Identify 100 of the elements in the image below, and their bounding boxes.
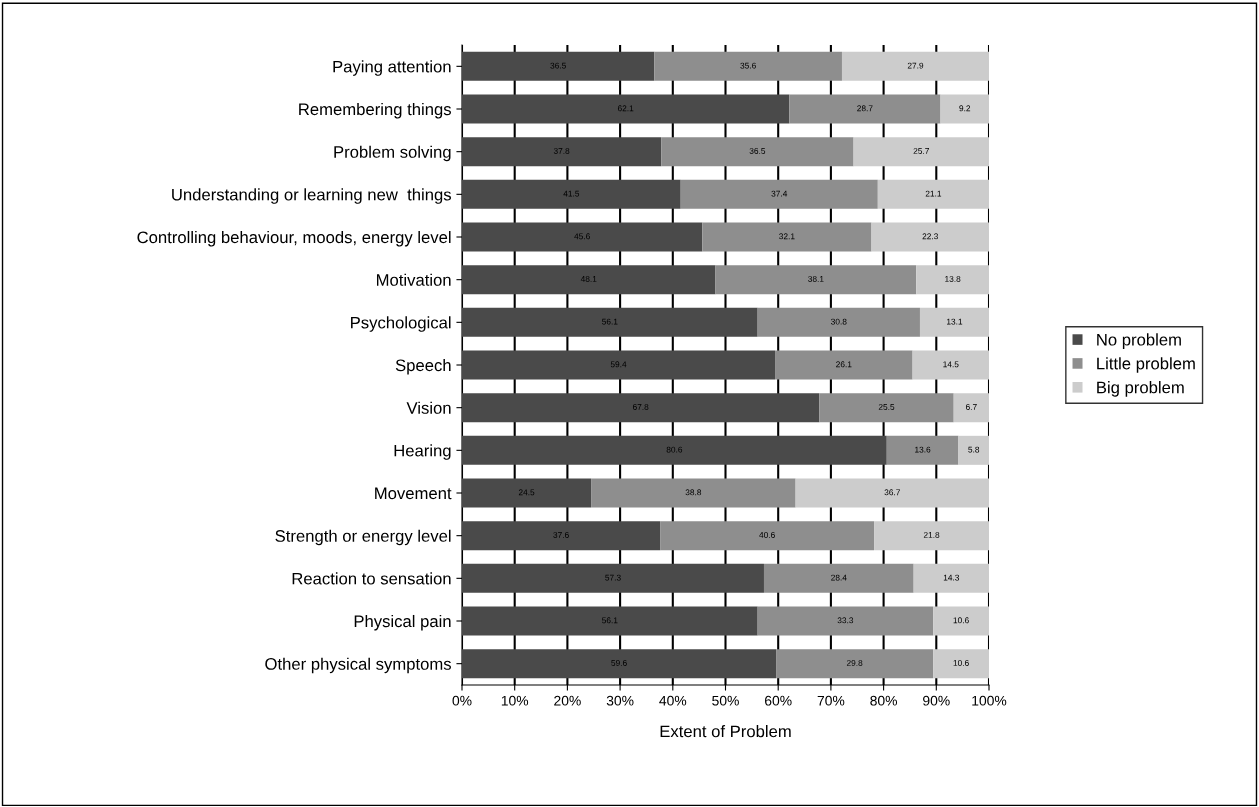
bar bbox=[933, 649, 989, 679]
data-label: 59.4 bbox=[610, 361, 627, 368]
bar bbox=[462, 51, 655, 81]
bar bbox=[462, 350, 776, 380]
bar bbox=[462, 265, 716, 295]
data-label: 45.6 bbox=[574, 233, 590, 240]
data-label: 28.4 bbox=[831, 574, 847, 581]
data-label: 13.1 bbox=[947, 318, 963, 325]
data-label: 10.6 bbox=[953, 617, 969, 624]
y-tick-label: Paying attention bbox=[333, 60, 451, 76]
y-tick-label: Controlling behaviour, moods, energy level bbox=[137, 230, 451, 247]
bar bbox=[462, 435, 887, 465]
bar bbox=[757, 307, 920, 337]
bar bbox=[958, 435, 989, 465]
x-tick-label: 20% bbox=[554, 695, 581, 706]
bar bbox=[462, 563, 764, 593]
y-tick-label: Speech bbox=[395, 358, 451, 375]
data-label: 37.6 bbox=[553, 532, 569, 538]
x-tick-label: 40% bbox=[659, 695, 687, 706]
bar bbox=[933, 606, 989, 636]
data-label: 14.5 bbox=[943, 361, 959, 368]
x-axis-title: Extent of Problem bbox=[660, 725, 791, 738]
data-label: 5.8 bbox=[968, 446, 980, 453]
y-tick-label: Problem solving bbox=[334, 145, 451, 162]
data-label: 36.5 bbox=[550, 62, 566, 69]
y-tick-label: Psychological bbox=[351, 316, 451, 332]
x-tick-label: 30% bbox=[606, 695, 634, 706]
bar bbox=[591, 478, 796, 508]
data-label: 21.8 bbox=[923, 532, 940, 538]
data-label: 9.2 bbox=[959, 105, 971, 112]
bar bbox=[953, 393, 989, 423]
data-label: 30.8 bbox=[831, 318, 847, 325]
data-label: 37.8 bbox=[553, 148, 570, 154]
bar bbox=[462, 222, 703, 252]
bar bbox=[912, 350, 989, 380]
y-tick-label: Other physical symptoms bbox=[265, 657, 451, 674]
bar bbox=[462, 179, 681, 209]
y-tick-label: Motivation bbox=[376, 273, 451, 286]
bar bbox=[462, 606, 758, 636]
data-label: 6.7 bbox=[965, 404, 977, 410]
bar bbox=[661, 137, 854, 167]
bar bbox=[680, 179, 878, 209]
bar bbox=[702, 222, 872, 252]
bar bbox=[819, 393, 954, 423]
data-label: 28.7 bbox=[857, 105, 873, 112]
y-tick-label: Strength or energy level bbox=[275, 529, 451, 546]
legend-label: No problem bbox=[1097, 333, 1181, 349]
data-label: 37.4 bbox=[771, 190, 788, 197]
bar bbox=[462, 521, 661, 551]
bar bbox=[715, 265, 917, 295]
data-label: 13.6 bbox=[915, 446, 931, 453]
bar bbox=[763, 563, 914, 593]
x-tick-label: 80% bbox=[870, 695, 898, 706]
bar bbox=[654, 51, 842, 81]
legend-label: Little problem bbox=[1097, 357, 1195, 373]
y-tick-label: Vision bbox=[406, 401, 451, 414]
bar bbox=[940, 94, 989, 124]
bar bbox=[462, 137, 662, 167]
data-label: 59.6 bbox=[611, 660, 627, 666]
bar bbox=[877, 179, 989, 209]
data-label: 41.5 bbox=[563, 190, 580, 197]
x-tick-label: 90% bbox=[923, 695, 950, 706]
data-label: 33.3 bbox=[837, 617, 854, 624]
bar bbox=[841, 51, 989, 81]
y-tick-label: Remembering things bbox=[299, 102, 451, 119]
legend-label: Big problem bbox=[1097, 381, 1184, 397]
data-label: 40.6 bbox=[759, 532, 775, 538]
y-tick-label: Physical pain bbox=[354, 614, 451, 631]
y-tick-label: Movement bbox=[375, 487, 452, 500]
x-tick-label: 10% bbox=[501, 695, 529, 706]
bar bbox=[913, 563, 989, 593]
data-label: 27.9 bbox=[907, 62, 924, 69]
x-tick-label: 60% bbox=[765, 695, 792, 706]
bar bbox=[795, 478, 989, 508]
x-tick-label: 70% bbox=[817, 695, 845, 706]
bar bbox=[776, 649, 934, 679]
data-label: 67.8 bbox=[632, 404, 649, 410]
x-tick-label: 100% bbox=[972, 695, 1007, 706]
data-label: 29.8 bbox=[846, 660, 863, 666]
data-label: 26.1 bbox=[836, 361, 852, 368]
bar bbox=[660, 521, 875, 551]
data-label: 38.1 bbox=[808, 276, 824, 282]
bar bbox=[462, 393, 820, 423]
data-label: 56.1 bbox=[602, 617, 618, 624]
bar bbox=[853, 137, 989, 167]
data-label: 57.3 bbox=[605, 574, 621, 581]
data-label: 25.5 bbox=[878, 404, 895, 410]
bar bbox=[789, 94, 941, 124]
data-label: 14.3 bbox=[943, 574, 960, 581]
data-label: 38.8 bbox=[685, 489, 702, 496]
data-label: 25.7 bbox=[913, 148, 929, 154]
bar bbox=[775, 350, 913, 380]
bar bbox=[462, 649, 777, 679]
data-label: 36.5 bbox=[749, 148, 766, 154]
bar bbox=[919, 307, 989, 337]
data-label: 80.6 bbox=[666, 446, 683, 453]
data-label: 10.6 bbox=[953, 660, 969, 666]
y-tick-label: Understanding or learning new things bbox=[172, 188, 451, 204]
data-label: 56.1 bbox=[602, 318, 618, 325]
bar bbox=[462, 94, 790, 124]
